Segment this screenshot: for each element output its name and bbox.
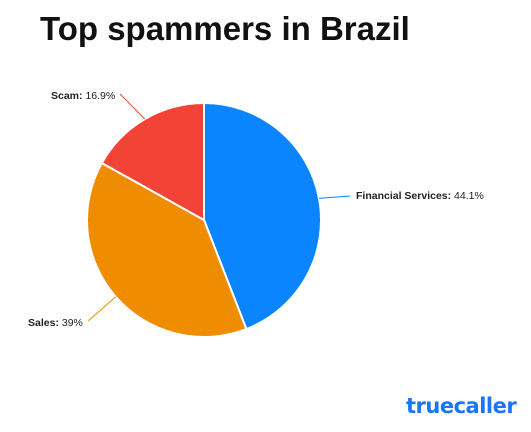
slice-label-financial-services: Financial Services: 44.1% <box>356 190 484 202</box>
truecaller-logo: truecaller <box>406 394 517 418</box>
slice-label-scam: Scam: 16.9% <box>51 90 115 102</box>
slice-label-name: Financial Services: <box>356 190 451 202</box>
pie-slices <box>86 101 322 338</box>
leader-line-scam <box>119 93 146 120</box>
slice-label-name: Scam: <box>51 90 83 102</box>
leader-line-financial-services <box>318 195 351 199</box>
slice-label-value: 39% <box>59 317 83 329</box>
slice-label-value: 16.9% <box>83 90 116 102</box>
slice-label-value: 44.1% <box>451 190 484 202</box>
slice-label-sales: Sales: 39% <box>28 317 83 329</box>
slice-label-name: Sales: <box>28 317 59 329</box>
pie-slice-financial-services <box>203 101 322 331</box>
leader-line-sales <box>87 296 117 322</box>
pie-labels: Financial Services: 44.1% Sales: 39% Scam:… <box>28 90 484 329</box>
chart-title: Top spammers in Brazil <box>40 10 410 47</box>
